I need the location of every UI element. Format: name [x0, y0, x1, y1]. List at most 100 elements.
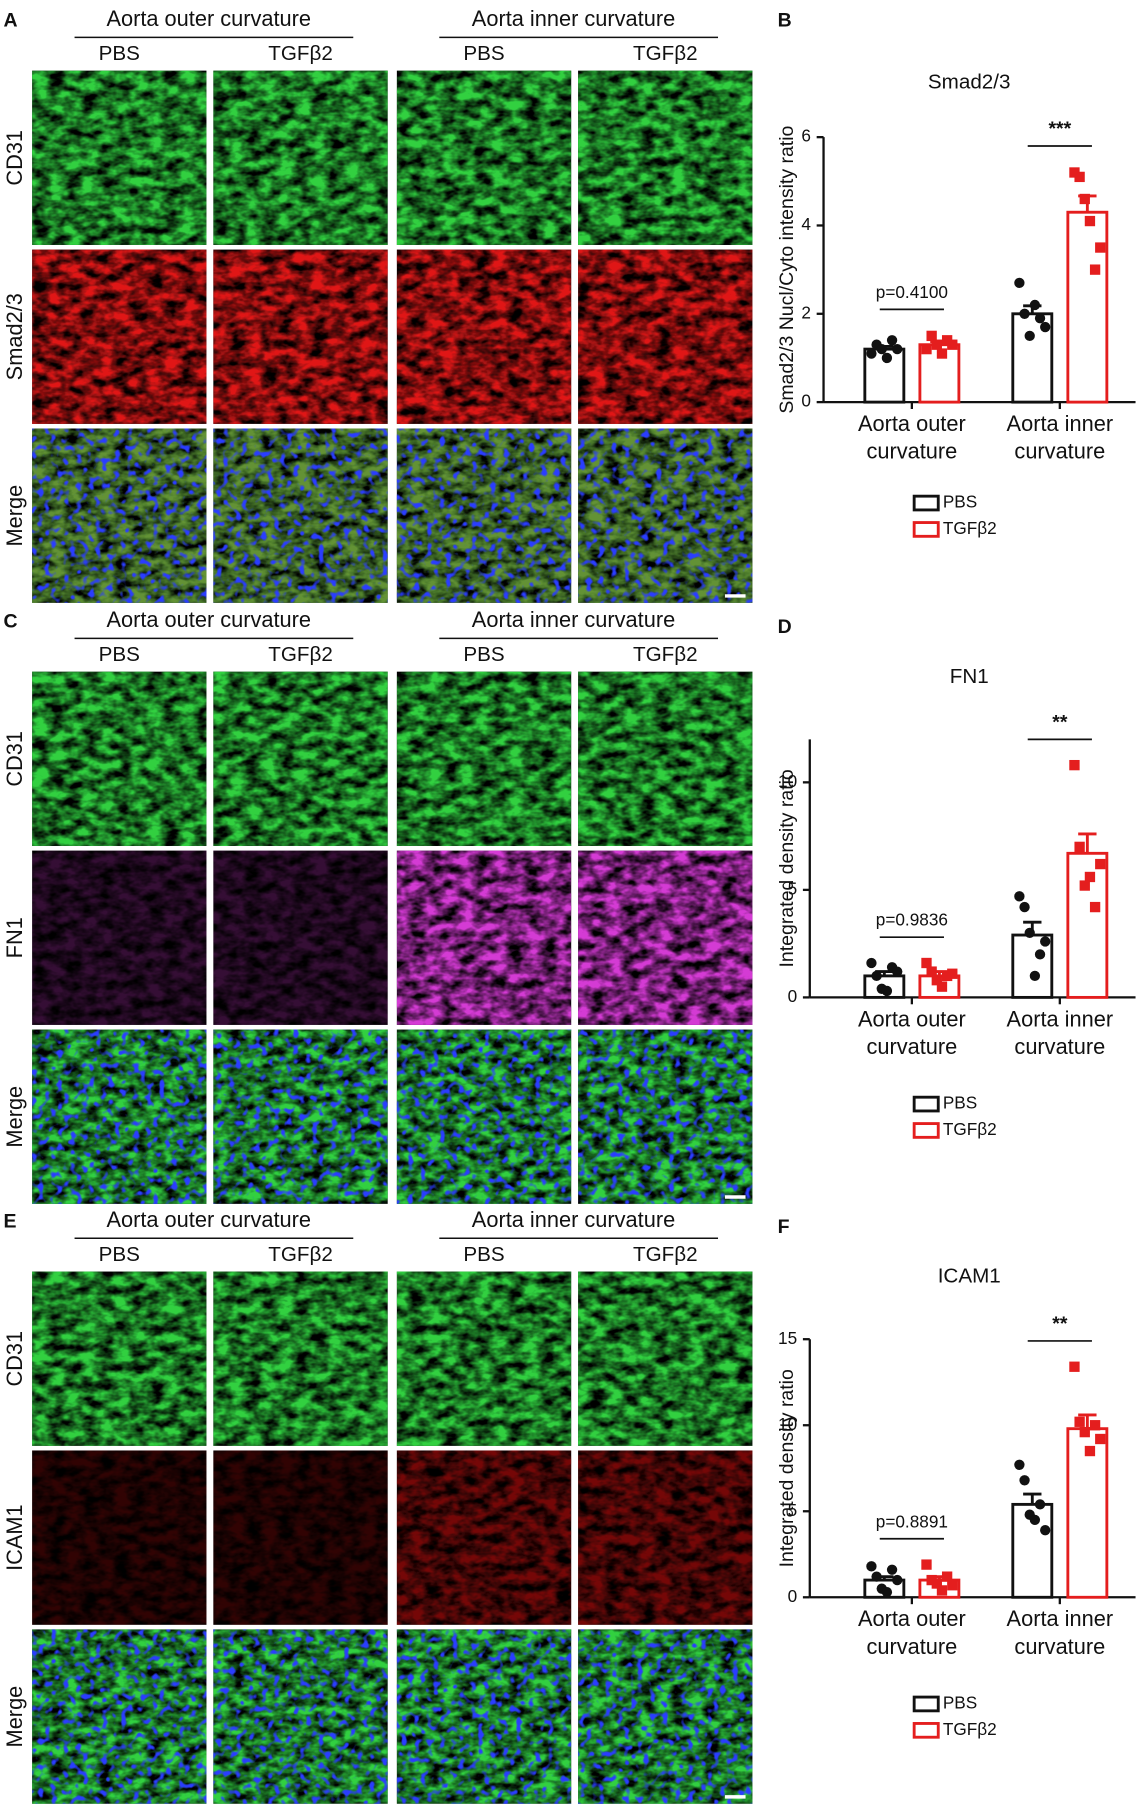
panel-label: D	[778, 616, 792, 638]
x-tick-label: Aorta inner curvature	[1007, 1006, 1114, 1059]
y-axis-label: Integrated density ratio	[776, 1369, 798, 1567]
data-point	[1034, 949, 1046, 960]
significance-label: ***	[1048, 118, 1071, 140]
significance-label: **	[1052, 1313, 1068, 1335]
legend-swatch	[912, 494, 940, 512]
panel-label: F	[778, 1216, 790, 1238]
condition-label: PBS	[99, 643, 140, 666]
data-point	[1089, 1420, 1101, 1431]
chart-title: ICAM1	[938, 1265, 1001, 1288]
data-point	[1029, 970, 1041, 982]
micrograph-signal	[32, 249, 207, 424]
condition-label: PBS	[463, 1243, 504, 1266]
condition-label: PBS	[99, 1243, 140, 1266]
data-point	[926, 330, 937, 342]
row-label: Smad2/3	[2, 293, 27, 380]
row-label: ICAM1	[2, 1504, 27, 1571]
data-point	[926, 966, 937, 977]
data-point	[866, 348, 877, 359]
micrograph-nuclei	[396, 1029, 572, 1204]
data-point	[881, 352, 893, 364]
y-tick-label: 5	[788, 1500, 798, 1520]
micrograph-signal	[32, 671, 207, 847]
micrograph-nuclei	[32, 1629, 207, 1804]
data-point	[936, 981, 948, 992]
data-point	[931, 339, 942, 350]
data-point	[1095, 1433, 1106, 1445]
bar	[1011, 1502, 1054, 1599]
significance-label: p=0.8891	[876, 1511, 948, 1531]
micrograph-nuclei	[213, 428, 388, 603]
data-point	[892, 966, 903, 977]
data-point	[1014, 891, 1025, 902]
data-point	[1074, 171, 1085, 183]
micrograph-nuclei	[32, 1029, 207, 1204]
row-label: Merge	[2, 1086, 27, 1148]
data-point	[892, 1574, 903, 1586]
bar	[863, 1578, 906, 1599]
data-point	[1069, 759, 1080, 771]
y-tick-label: 15	[778, 1328, 797, 1348]
x-tick-label: Aorta inner curvature	[1007, 1606, 1114, 1659]
data-point	[1089, 901, 1101, 913]
data-point	[1040, 936, 1051, 947]
row-label: Merge	[2, 485, 27, 547]
group-title: Aorta inner curvature	[472, 1207, 675, 1232]
x-tick-label: Aorta outer curvature	[858, 1006, 966, 1059]
legend-label: TGFβ2	[943, 1719, 997, 1739]
data-point	[1019, 308, 1030, 319]
data-point	[1019, 1475, 1030, 1486]
group-title: Aorta outer curvature	[106, 6, 311, 31]
micrograph-signal	[213, 671, 388, 847]
condition-label: PBS	[463, 643, 504, 666]
micrograph-signal	[32, 850, 207, 1025]
micrograph-signal	[32, 1271, 207, 1446]
data-point	[1079, 880, 1090, 891]
condition-label: PBS	[463, 42, 504, 65]
y-tick-label: 10	[778, 1414, 797, 1434]
condition-label: TGFβ2	[633, 42, 698, 65]
data-point	[1095, 242, 1106, 253]
data-point	[886, 335, 898, 346]
data-point	[886, 1564, 898, 1575]
bar	[1066, 851, 1109, 999]
data-point	[1024, 927, 1035, 939]
micrograph-signal	[578, 249, 753, 424]
micrograph-nuclei	[396, 428, 572, 603]
x-tick-label: Aorta inner curvature	[1007, 411, 1114, 464]
micrograph-signal	[32, 1450, 207, 1625]
micrograph-signal	[396, 671, 572, 847]
data-point	[1084, 215, 1096, 227]
y-tick-label: 0	[788, 1586, 798, 1606]
panel-label: E	[3, 1210, 16, 1232]
data-point	[1074, 841, 1085, 853]
micrograph-nuclei	[578, 1629, 753, 1804]
micrograph-signal	[32, 70, 207, 245]
condition-label: TGFβ2	[268, 42, 333, 65]
micrograph-nuclei	[213, 1629, 388, 1804]
legend-label: PBS	[943, 1093, 977, 1113]
significance-label: **	[1052, 711, 1068, 733]
micrograph-signal	[396, 249, 572, 424]
legend-swatch	[912, 1722, 940, 1739]
data-point	[921, 957, 932, 969]
x-tick-label: Aorta outer curvature	[858, 411, 966, 464]
micrograph-signal	[213, 1450, 388, 1625]
y-tick-label: 10	[778, 771, 797, 791]
micrograph-signal	[213, 249, 388, 424]
data-point	[1079, 1426, 1090, 1438]
bar	[863, 974, 906, 999]
micrograph-signal	[396, 1450, 572, 1625]
micrograph-signal	[396, 1271, 572, 1446]
data-point	[1084, 871, 1096, 883]
micrograph-signal	[578, 70, 753, 245]
micrograph-nuclei	[578, 428, 753, 603]
condition-label: TGFβ2	[268, 643, 333, 666]
data-point	[947, 968, 958, 979]
micrograph-signal	[213, 70, 388, 245]
row-label: CD31	[2, 130, 27, 186]
row-label: FN1	[2, 917, 27, 958]
bar	[1066, 210, 1109, 404]
